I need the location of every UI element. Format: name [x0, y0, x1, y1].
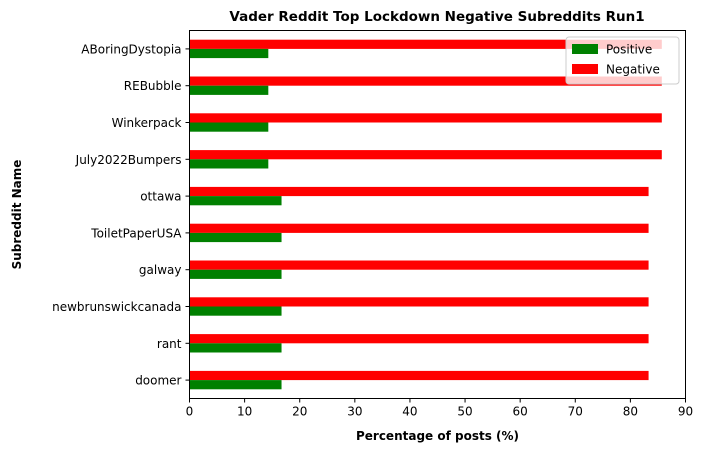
bar-negative: [189, 186, 649, 197]
bar-positive: [189, 196, 282, 206]
legend-swatch-negative: [572, 64, 598, 74]
y-axis-label: Subreddit Name: [10, 160, 24, 270]
x-tick-label: 0: [186, 405, 194, 419]
x-tick-label: 60: [513, 405, 528, 419]
bar-negative: [189, 260, 649, 270]
bar-negative: [189, 297, 649, 307]
x-axis-label: Percentage of posts (%): [356, 429, 519, 443]
x-axis: 0 10 20 30 40 50 60 70 80 90: [186, 398, 693, 419]
bar-negative: [189, 370, 649, 381]
bar-positive: [189, 343, 282, 353]
legend: Positive Negative: [565, 36, 680, 85]
chart-title: Vader Reddit Top Lockdown Negative Subre…: [229, 9, 644, 25]
plot-frame: [189, 30, 686, 399]
legend-label-negative: Negative: [606, 63, 660, 77]
y-tick-label: ToiletPaperUSA: [90, 226, 182, 240]
bar-negative: [189, 223, 649, 233]
y-tick-label: Winkerpack: [112, 116, 182, 130]
y-tick-label: ottawa: [140, 190, 181, 204]
x-tick-label: 40: [402, 405, 417, 419]
bar-positive: [189, 232, 282, 243]
y-axis: ABoringDystopia REBubble Winkerpack July202…: [52, 42, 190, 388]
x-tick-label: 80: [623, 405, 638, 419]
y-tick-label: REBubble: [124, 79, 182, 93]
bar-negative: [189, 113, 662, 123]
bar-negative: [189, 39, 662, 49]
x-tick-label: 10: [237, 405, 252, 419]
y-tick-label: ABoringDystopia: [81, 42, 181, 56]
bar-negative: [189, 76, 662, 86]
bar-positive: [189, 159, 269, 169]
x-tick-label: 90: [678, 405, 693, 419]
y-tick-label: newbrunswickcanada: [52, 300, 181, 314]
bar-positive: [189, 380, 282, 390]
bar-positive: [189, 306, 282, 316]
bar-positive: [189, 269, 282, 279]
legend-swatch-positive: [572, 44, 598, 54]
legend-label-positive: Positive: [606, 43, 652, 57]
bar-positive: [189, 48, 269, 59]
bar-positive: [189, 122, 269, 132]
bar-negative: [189, 150, 662, 160]
y-tick-label: doomer: [135, 374, 181, 388]
x-tick-label: 20: [292, 405, 307, 419]
bars: [189, 39, 662, 390]
bar-positive: [189, 85, 269, 95]
x-tick-label: 70: [568, 405, 583, 419]
y-tick-label: galway: [139, 263, 182, 277]
x-tick-label: 30: [347, 405, 362, 419]
y-tick-label: rant: [157, 337, 182, 351]
bar-negative: [189, 334, 649, 344]
y-tick-label: July2022Bumpers: [75, 153, 182, 167]
x-tick-label: 50: [457, 405, 472, 419]
